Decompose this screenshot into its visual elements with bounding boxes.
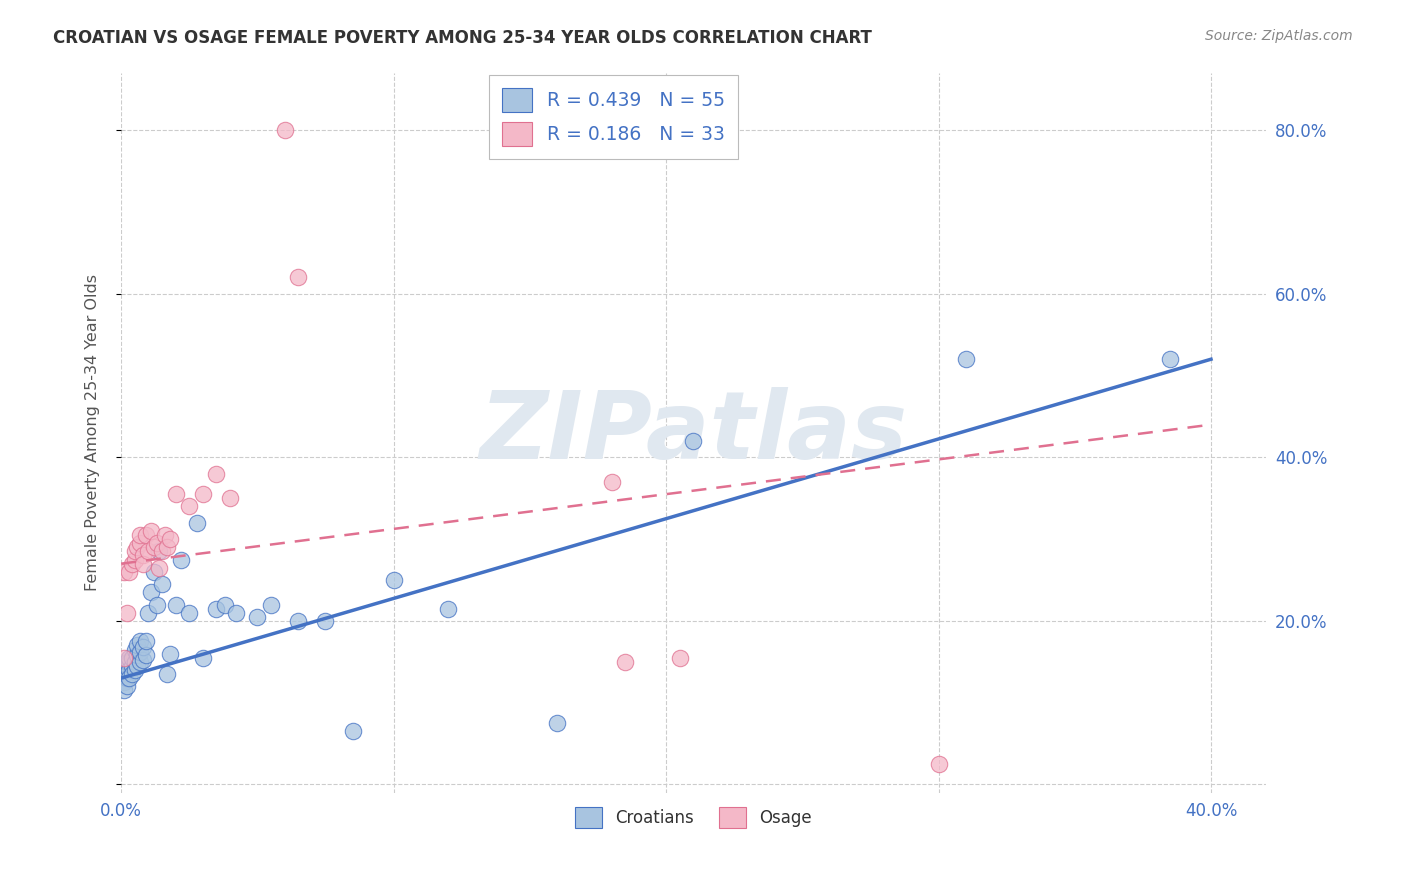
Point	[148, 560, 170, 574]
Point	[118, 565, 141, 579]
Point	[191, 487, 214, 501]
Point	[118, 671, 141, 685]
Point	[121, 650, 143, 665]
Point	[118, 650, 141, 665]
Point	[287, 270, 309, 285]
Point	[287, 614, 309, 628]
Text: ZIPatlas: ZIPatlas	[479, 387, 907, 479]
Point	[273, 123, 295, 137]
Point	[225, 606, 247, 620]
Point	[129, 536, 152, 550]
Point	[118, 663, 141, 677]
Point	[148, 544, 170, 558]
Point	[124, 552, 146, 566]
Point	[1159, 352, 1181, 367]
Point	[437, 601, 460, 615]
Point	[159, 532, 181, 546]
Point	[124, 544, 146, 558]
Point	[121, 557, 143, 571]
Point	[112, 650, 135, 665]
Point	[546, 716, 568, 731]
Point	[600, 475, 623, 489]
Point	[156, 667, 179, 681]
Point	[342, 724, 364, 739]
Point	[132, 653, 155, 667]
Point	[129, 634, 152, 648]
Point	[115, 679, 138, 693]
Point	[135, 648, 157, 663]
Point	[129, 528, 152, 542]
Point	[124, 642, 146, 657]
Point	[928, 757, 950, 772]
Point	[121, 659, 143, 673]
Point	[165, 487, 187, 501]
Point	[115, 663, 138, 677]
Point	[260, 598, 283, 612]
Point	[219, 491, 242, 506]
Point	[179, 500, 201, 514]
Point	[127, 639, 149, 653]
Point	[186, 516, 208, 530]
Point	[132, 549, 155, 563]
Point	[205, 601, 228, 615]
Point	[165, 598, 187, 612]
Point	[129, 645, 152, 659]
Point	[150, 544, 173, 558]
Point	[138, 606, 160, 620]
Point	[150, 577, 173, 591]
Point	[129, 655, 152, 669]
Point	[135, 528, 157, 542]
Point	[115, 671, 138, 685]
Point	[142, 541, 165, 555]
Point	[382, 573, 405, 587]
Point	[191, 650, 214, 665]
Point	[115, 606, 138, 620]
Point	[668, 650, 690, 665]
Point	[159, 647, 181, 661]
Point	[112, 565, 135, 579]
Point	[138, 544, 160, 558]
Point	[142, 565, 165, 579]
Point	[124, 655, 146, 669]
Point	[124, 663, 146, 677]
Point	[170, 552, 193, 566]
Point	[139, 524, 162, 538]
Point	[314, 614, 336, 628]
Point	[156, 541, 179, 555]
Point	[127, 648, 149, 663]
Point	[121, 667, 143, 681]
Point	[179, 606, 201, 620]
Point	[153, 528, 176, 542]
Y-axis label: Female Poverty Among 25-34 Year Olds: Female Poverty Among 25-34 Year Olds	[86, 275, 100, 591]
Point	[614, 655, 637, 669]
Point	[112, 675, 135, 690]
Text: Source: ZipAtlas.com: Source: ZipAtlas.com	[1205, 29, 1353, 43]
Point	[145, 536, 167, 550]
Point	[115, 655, 138, 669]
Point	[214, 598, 236, 612]
Point	[682, 434, 704, 448]
Point	[118, 655, 141, 669]
Text: CROATIAN VS OSAGE FEMALE POVERTY AMONG 25-34 YEAR OLDS CORRELATION CHART: CROATIAN VS OSAGE FEMALE POVERTY AMONG 2…	[53, 29, 872, 46]
Point	[112, 659, 135, 673]
Point	[132, 557, 155, 571]
Point	[145, 598, 167, 612]
Point	[127, 541, 149, 555]
Point	[955, 352, 977, 367]
Point	[112, 683, 135, 698]
Point	[135, 634, 157, 648]
Point	[112, 667, 135, 681]
Point	[139, 585, 162, 599]
Point	[132, 640, 155, 654]
Point	[127, 659, 149, 673]
Point	[246, 610, 269, 624]
Point	[205, 467, 228, 481]
Legend: Croatians, Osage: Croatians, Osage	[568, 800, 818, 835]
